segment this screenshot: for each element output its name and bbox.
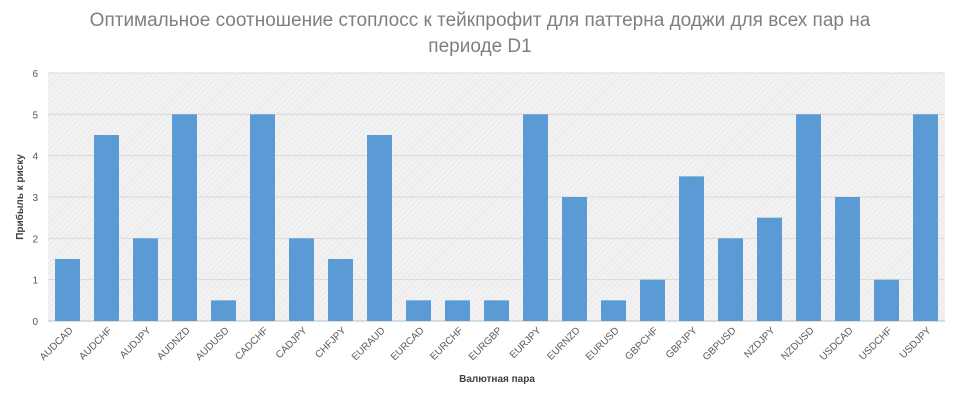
bar-usdjpy <box>913 114 938 321</box>
x-tick-label: NZDJPY <box>742 325 778 361</box>
x-tick-label: EURUSD <box>584 325 622 363</box>
bar-usdchf <box>874 279 899 321</box>
bar-eurchf <box>445 300 470 321</box>
x-tick-label: USDCAD <box>818 325 856 363</box>
bar-euraud <box>367 135 392 321</box>
bar-nzdjpy <box>757 217 782 321</box>
x-tick-label: EURCHF <box>428 325 465 362</box>
x-tick-label: NZDUSD <box>779 325 816 362</box>
bar-audcad <box>55 259 80 321</box>
bar-eurusd <box>601 300 626 321</box>
x-tick-label: EURAUD <box>350 325 388 363</box>
bar-eurcad <box>406 300 431 321</box>
x-tick-label: AUDJPY <box>118 325 154 361</box>
x-tick-label: EURGBP <box>467 325 505 363</box>
y-tick-label: 2 <box>32 234 38 245</box>
y-tick-label: 4 <box>32 152 38 163</box>
y-tick-label: 5 <box>32 110 38 121</box>
x-axis-ticks: AUDCAD AUDCHF AUDJPY AUDNZD AUDUSD CADCHF CADJ… <box>38 325 934 363</box>
chart-title: Оптимальное соотношение стоплосс к тейкп… <box>89 10 871 57</box>
x-tick-label: AUDCHF <box>77 325 114 362</box>
x-axis-title: Валютная пара <box>459 374 535 385</box>
x-tick-label: CADJPY <box>274 325 310 361</box>
x-tick-label: EURJPY <box>508 325 544 361</box>
bar-cadjpy <box>289 238 314 321</box>
bar-audjpy <box>133 238 158 321</box>
x-tick-label: CADCHF <box>233 325 270 362</box>
gridlines <box>48 72 945 322</box>
x-tick-label: GBPUSD <box>701 325 739 363</box>
x-tick-label: CHFJPY <box>313 325 349 361</box>
bar-eurnzd <box>562 197 587 321</box>
bar-eurjpy <box>523 114 548 321</box>
bar-audchf <box>94 135 119 321</box>
x-tick-label: GBPCHF <box>623 325 660 362</box>
bar-usdcad <box>835 197 860 321</box>
bar-chfjpy <box>328 259 353 321</box>
bar-gbpjpy <box>679 176 704 321</box>
bars <box>55 114 938 321</box>
x-tick-label: AUDNZD <box>155 325 192 362</box>
x-tick-label: EURCAD <box>389 325 427 363</box>
bar-audnzd <box>172 114 197 321</box>
bar-gbpusd <box>718 238 743 321</box>
x-tick-label: AUDUSD <box>194 325 232 363</box>
bar-eurgbp <box>484 300 509 321</box>
bar-gbpchf <box>640 279 665 321</box>
y-tick-label: 0 <box>32 317 38 328</box>
bar-nzdusd <box>796 114 821 321</box>
y-tick-label: 3 <box>32 193 38 204</box>
bar-audusd <box>211 300 236 321</box>
x-tick-label: USDCHF <box>857 325 894 362</box>
y-axis-ticks: 0 1 2 3 4 5 6 <box>32 69 38 328</box>
y-tick-label: 6 <box>32 69 38 80</box>
y-axis-title: Прибыль к риску <box>14 154 26 240</box>
x-tick-label: AUDCAD <box>38 325 76 363</box>
y-tick-label: 1 <box>32 276 38 287</box>
x-tick-label: USDJPY <box>898 325 934 361</box>
x-tick-label: GBPJPY <box>664 325 700 361</box>
bar-cadchf <box>250 114 275 321</box>
x-tick-label: EURNZD <box>545 325 582 362</box>
